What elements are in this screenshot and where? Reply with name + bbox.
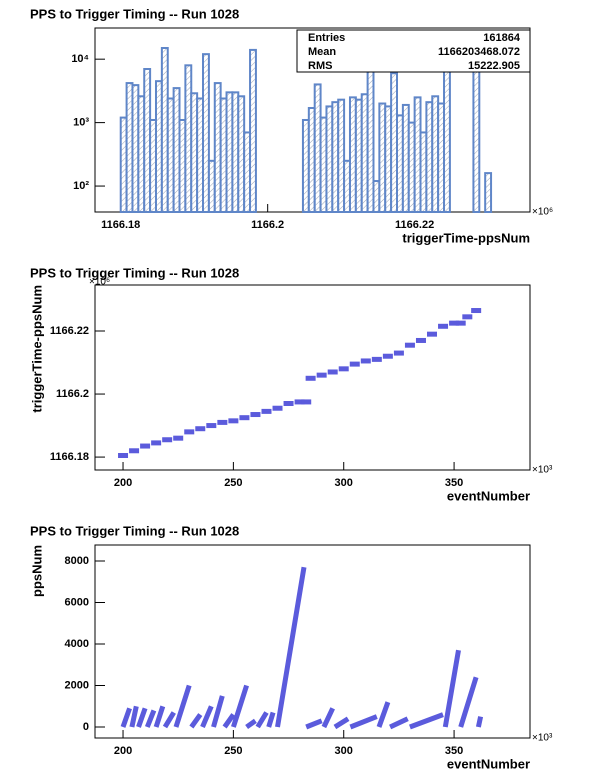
x-tick-label: 200 — [114, 477, 132, 489]
point — [415, 337, 426, 343]
chart-title: PPS to Trigger Timing -- Run 1028 — [30, 6, 239, 21]
histogram-bar — [443, 47, 451, 214]
x-tick-label: 350 — [445, 477, 463, 489]
x-multiplier: ×10³ — [532, 465, 553, 476]
point — [349, 361, 360, 367]
y-tick-label: 4000 — [65, 638, 89, 650]
point — [371, 356, 382, 362]
chart-title: PPS to Trigger Timing -- Run 1028 — [30, 523, 239, 538]
stats-frame — [296, 29, 531, 73]
x-tick-label: 300 — [335, 745, 353, 757]
x-multiplier: ×10³ — [532, 733, 553, 744]
point — [338, 366, 349, 372]
x-tick-label: 200 — [114, 745, 132, 757]
point — [316, 372, 327, 378]
x-tick-label: 250 — [224, 477, 242, 489]
point — [301, 399, 312, 405]
point — [228, 418, 239, 424]
point — [471, 308, 482, 314]
point — [217, 419, 228, 425]
point — [250, 412, 261, 418]
point — [455, 320, 466, 326]
histogram-bar — [472, 53, 481, 213]
y-tick-label: 1166.22 — [50, 325, 89, 337]
point — [393, 350, 404, 356]
stats-label: Entries — [308, 32, 345, 44]
point — [206, 423, 217, 429]
x-tick-label: 1166.2 — [251, 219, 284, 231]
stats-box: Entries 161864 Mean 1166203468.072 RMS 15222.… — [296, 29, 531, 73]
histogram-bar — [337, 98, 346, 213]
point — [173, 435, 184, 441]
point — [162, 437, 173, 443]
x-axis-label: eventNumber — [447, 756, 530, 771]
plot-frame — [94, 544, 531, 739]
x-tick-label: 1166.18 — [101, 219, 140, 231]
histogram-bar — [202, 53, 210, 213]
y-multiplier: ×10⁶ — [89, 277, 110, 288]
x-tick-label: 250 — [224, 745, 242, 757]
histogram-bar — [249, 48, 257, 213]
stats-label: Mean — [308, 46, 336, 58]
data-line — [120, 566, 484, 730]
y-axis-label: triggerTime-ppsNum — [29, 285, 44, 413]
point — [140, 443, 151, 449]
point — [360, 358, 371, 364]
y-tick-label: 10⁴ — [71, 53, 89, 65]
stats-value: 15222.905 — [468, 60, 520, 72]
point — [184, 429, 195, 435]
point — [305, 375, 316, 381]
y-tick-label: 6000 — [65, 596, 89, 608]
point — [404, 342, 415, 348]
stats-value: 1166203468.072 — [438, 46, 520, 58]
point — [239, 415, 250, 421]
point — [261, 408, 272, 414]
point — [195, 426, 206, 432]
point — [462, 314, 473, 320]
point — [438, 323, 449, 329]
chart-title: PPS to Trigger Timing -- Run 1028 — [30, 265, 239, 280]
y-tick-label: 1166.2 — [56, 388, 89, 400]
point — [382, 353, 393, 359]
x-axis-label: triggerTime-ppsNum — [402, 230, 530, 245]
point — [449, 320, 460, 326]
point — [427, 331, 438, 337]
y-tick-label: 10³ — [73, 117, 89, 129]
y-axis-label: ppsNum — [29, 545, 44, 597]
x-multiplier: ×10⁶ — [532, 207, 553, 218]
y-tick-label: 10² — [73, 180, 89, 192]
y-tick-label: 8000 — [65, 555, 89, 567]
y-tick-label: 0 — [83, 721, 89, 733]
x-tick-label: 350 — [445, 745, 463, 757]
y-tick-label: 2000 — [65, 679, 89, 691]
histogram-bar — [484, 172, 493, 213]
stats-label: RMS — [308, 60, 332, 72]
plot-frame — [94, 284, 531, 471]
point — [129, 448, 140, 454]
point — [283, 401, 294, 407]
point — [151, 440, 162, 446]
stats-value: 161864 — [483, 32, 521, 44]
y-tick-label: 1166.18 — [50, 451, 89, 463]
point — [272, 405, 283, 411]
x-tick-label: 1166.22 — [395, 219, 434, 231]
point — [294, 399, 305, 405]
point — [327, 369, 338, 375]
x-axis-label: eventNumber — [447, 488, 530, 503]
point — [118, 453, 129, 459]
x-tick-label: 300 — [335, 477, 353, 489]
